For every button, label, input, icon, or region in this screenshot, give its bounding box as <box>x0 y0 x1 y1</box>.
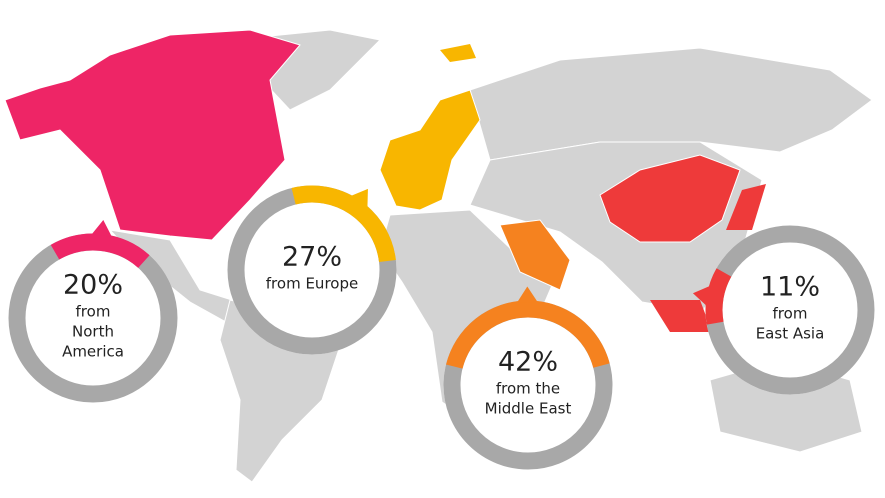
china-region <box>599 154 741 243</box>
donut-caption: from <box>773 305 808 323</box>
donut-value-label: 20% <box>63 270 123 301</box>
donut-caption: from <box>76 303 111 321</box>
japan-region <box>726 184 766 230</box>
donut-segment <box>705 268 732 325</box>
donut-caption: from the <box>496 380 560 398</box>
europe-region <box>379 89 481 211</box>
donut-segment <box>446 300 610 369</box>
donut-pointer <box>517 286 538 303</box>
north-america-region <box>4 29 301 241</box>
donut-segment <box>50 233 150 269</box>
donut-inner <box>443 300 613 470</box>
donut-value-label: 27% <box>282 242 342 273</box>
donut-inner <box>705 225 875 395</box>
donut-pointer <box>91 220 112 237</box>
southeast-asia-region <box>650 300 712 332</box>
donut-caption: America <box>62 343 124 361</box>
donut-inner <box>227 185 397 355</box>
donut-caption: Middle East <box>485 400 572 418</box>
donut-inner <box>8 233 178 403</box>
donut-caption: North <box>72 323 114 341</box>
donut-value-label: 42% <box>498 347 558 378</box>
donut-pointer <box>350 188 368 208</box>
donut-value-label: 11% <box>760 272 820 303</box>
donut-caption: from Europe <box>266 275 358 293</box>
donut-pointer <box>692 285 711 306</box>
donut-segment <box>291 185 396 263</box>
donut-caption: East Asia <box>756 325 825 343</box>
europe-north <box>440 44 476 62</box>
middle-east-region <box>499 219 571 291</box>
donuts: 20% from North America 27% from Europe 42% from… <box>8 185 875 470</box>
